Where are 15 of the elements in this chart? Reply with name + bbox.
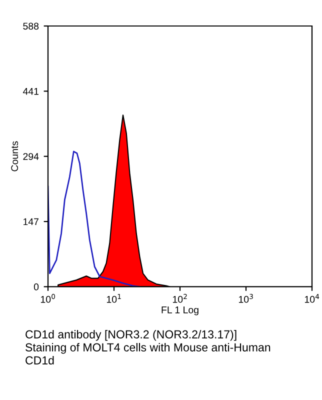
y-tick-label: 441 — [22, 88, 38, 95]
text: Staining of MOLT4 cells with Mouse anti-Human — [26, 343, 270, 354]
y-tick-label: 294 — [23, 153, 39, 160]
x-tick-label: 10$^{1}$ — [106, 294, 121, 303]
y-tick-label: 0 — [34, 283, 39, 290]
x-tick-label: 10$^{2}$ — [172, 294, 187, 303]
text: CD1d — [26, 356, 54, 364]
y-axis-title: Counts — [11, 141, 18, 172]
y-tick-label: 588 — [23, 22, 39, 30]
x-tick-label: 10$^{0}$ — [40, 294, 56, 303]
y-tick-label: 147 — [23, 218, 38, 226]
x-tick-label: 10$^{3}$ — [238, 294, 253, 303]
text: CD1d antibody [NOR3.2 (NOR3.2/13.17)] — [26, 330, 236, 341]
x-axis-title: FL 1 Log — [162, 306, 198, 316]
x-tick-label: 10$^{4}$ — [304, 294, 320, 303]
